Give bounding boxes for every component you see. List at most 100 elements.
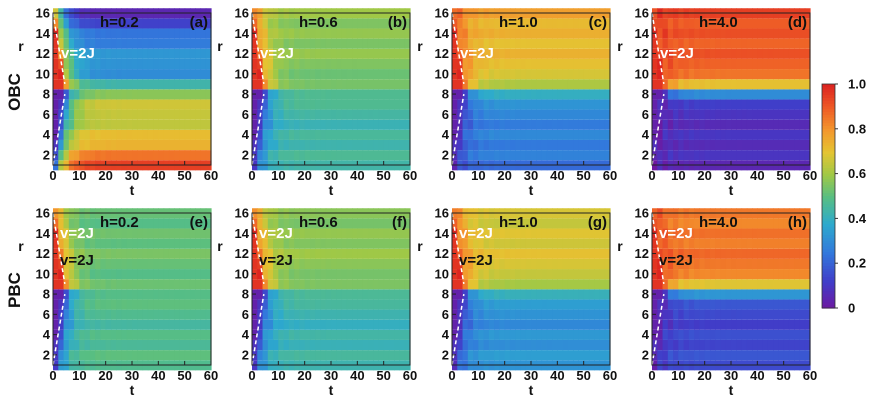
- x-axis-label: t: [729, 382, 734, 398]
- heatmap-cell: [457, 99, 464, 110]
- heatmap-cell: [304, 350, 311, 361]
- heatmap-cell: [105, 99, 112, 110]
- heatmap-cell: [546, 319, 553, 330]
- heatmap-cell: [673, 109, 679, 120]
- heatmap-cell: [509, 129, 516, 140]
- heatmap-cell: [699, 350, 706, 361]
- heatmap-cell: [58, 269, 65, 280]
- heatmap-cell: [74, 109, 80, 120]
- heatmap-cell: [488, 89, 495, 100]
- heatmap-cell: [195, 58, 202, 70]
- heatmap-cell: [278, 89, 285, 100]
- heatmap-cell: [588, 258, 595, 270]
- heatmap-cell: [158, 258, 165, 270]
- heatmap-cell: [552, 38, 558, 49]
- heatmap-cell: [299, 139, 306, 151]
- heatmap-cell: [273, 99, 279, 110]
- heatmap-cell: [709, 228, 716, 239]
- heatmap-cell: [767, 129, 774, 140]
- heatmap-cell: [667, 79, 674, 90]
- heatmap-cell: [262, 99, 269, 110]
- heatmap-cell: [278, 329, 285, 340]
- heatmap-cell: [153, 28, 159, 39]
- heatmap-cell: [336, 48, 343, 59]
- heatmap-cell: [142, 150, 149, 161]
- heatmap-cell: [594, 248, 601, 259]
- y-tick-label: 12: [36, 246, 50, 261]
- heatmap-cell: [583, 89, 590, 100]
- heatmap-cell: [367, 38, 374, 49]
- heatmap-cell: [116, 129, 123, 140]
- heatmap-cell: [594, 109, 601, 120]
- heatmap-cell: [189, 48, 196, 59]
- heatmap-cell: [788, 329, 795, 340]
- heatmap-cell: [599, 248, 606, 259]
- heatmap-cell: [499, 299, 506, 310]
- heatmap-cell: [336, 218, 343, 229]
- heatmap-cell: [373, 28, 379, 39]
- heatmap-cell: [531, 58, 537, 70]
- heatmap-cell: [788, 28, 795, 39]
- heatmap-cell: [752, 48, 758, 59]
- heatmap-cell: [373, 289, 379, 300]
- heatmap-cell: [288, 218, 295, 229]
- heatmap-cell: [105, 279, 112, 290]
- heatmap-cell: [304, 139, 311, 151]
- heatmap-cell: [184, 289, 191, 300]
- colorbar-segment: [822, 84, 835, 88]
- heatmap-cell: [504, 48, 511, 59]
- heatmap-cell: [562, 350, 569, 361]
- heatmap-cell: [278, 248, 285, 259]
- heatmap-cell: [404, 139, 411, 151]
- heatmap-cell: [179, 269, 186, 280]
- heatmap-cell: [105, 48, 112, 59]
- heatmap-cell: [388, 350, 395, 361]
- heatmap-cell: [778, 299, 785, 310]
- heatmap-cell: [673, 38, 679, 49]
- heatmap-cell: [704, 99, 711, 110]
- heatmap-cell: [794, 18, 801, 29]
- heatmap-cell: [288, 289, 295, 300]
- heatmap-cell: [546, 150, 553, 161]
- heatmap-cell: [488, 69, 495, 80]
- heatmap-cell: [273, 69, 279, 80]
- heatmap-cell: [283, 58, 290, 70]
- heatmap-cell: [278, 299, 285, 310]
- heatmap-cell: [153, 58, 159, 70]
- heatmap-cell: [378, 109, 385, 120]
- heatmap-cell: [89, 99, 96, 110]
- heatmap-cell: [142, 299, 149, 310]
- heatmap-cell: [588, 89, 595, 100]
- heatmap-cell: [179, 150, 186, 161]
- heatmap-cell: [179, 89, 186, 100]
- heatmap-cell: [79, 350, 86, 361]
- heatmap-cell: [189, 248, 196, 259]
- heatmap-cell: [488, 238, 495, 249]
- heatmap-cell: [746, 48, 753, 59]
- heatmap-cell: [567, 89, 574, 100]
- heatmap-cell: [315, 279, 322, 290]
- heatmap-cell: [662, 309, 669, 320]
- heatmap-cell: [736, 238, 743, 249]
- heatmap-cell: [367, 339, 374, 351]
- velocity-annotation: v=2J: [61, 45, 95, 62]
- heatmap-cell: [84, 48, 91, 59]
- heatmap-cell: [462, 18, 469, 29]
- heatmap-cell: [53, 218, 59, 229]
- heatmap-cell: [746, 150, 753, 161]
- heatmap-cell: [200, 89, 207, 100]
- heatmap-cell: [367, 289, 374, 300]
- heatmap-cell: [778, 248, 785, 259]
- heatmap-cell: [394, 218, 401, 229]
- heatmap-cell: [746, 279, 753, 290]
- heatmap-cell: [147, 339, 154, 351]
- heatmap-cell: [184, 109, 191, 120]
- heatmap-cell: [683, 109, 690, 120]
- heatmap-cell: [58, 299, 65, 310]
- heatmap-cell: [773, 109, 779, 120]
- heatmap-cell: [63, 218, 70, 229]
- heatmap-cell: [562, 228, 569, 239]
- heatmap-cell: [678, 248, 685, 259]
- heatmap-cell: [552, 299, 558, 310]
- heatmap-cell: [399, 28, 406, 39]
